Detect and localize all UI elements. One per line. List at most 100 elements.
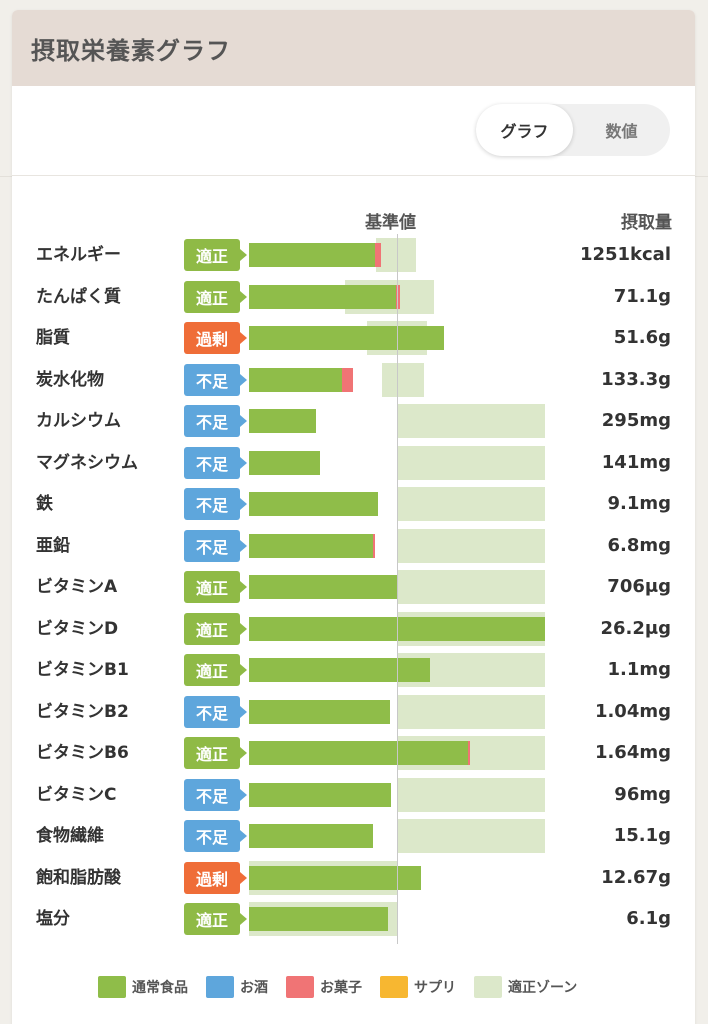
proper-zone-mark — [397, 694, 545, 729]
amount-value: 71.1g — [613, 285, 671, 307]
proper-zone-mark — [397, 777, 545, 812]
nutrient-name: たんぱく質 — [36, 286, 121, 307]
legend-label: お菓子 — [320, 980, 362, 996]
food-bar — [249, 284, 396, 309]
nutrient-row: 塩分 適正 6.1g — [12, 902, 695, 936]
view-toggle: グラフ 数値 — [476, 104, 670, 156]
amount-value: 1251kcal — [579, 244, 671, 265]
status-badge: 適正 — [184, 612, 247, 645]
proper-zone-mark — [397, 445, 545, 480]
nutrient-name: 鉄 — [36, 494, 53, 514]
status-badge: 適正 — [184, 280, 247, 313]
nutrient-row: エネルギー 適正 1251kcal — [12, 238, 695, 272]
proper-zone-mark — [397, 570, 545, 604]
amount-value: 51.6g — [613, 327, 671, 348]
food-bar — [249, 367, 343, 392]
legend-item: 通常食品 — [98, 976, 188, 998]
amount-value: 6.8mg — [607, 534, 671, 556]
nutrient-name: エネルギー — [36, 245, 121, 265]
food-bar — [249, 575, 399, 599]
status-badge: 適正 — [184, 737, 247, 769]
legend-label: サプリ — [414, 980, 456, 996]
legend-label: 適正ゾーン — [508, 980, 578, 996]
status-badge: 適正 — [184, 239, 247, 271]
food-bar — [249, 492, 378, 516]
nutrient-row: 鉄 不足 9.1mg — [12, 487, 695, 521]
food-bar — [249, 782, 392, 807]
card-header: 摂取栄養素グラフ — [12, 10, 695, 86]
nutrient-row: ビタミンD 適正 26.2μg — [12, 611, 695, 646]
status-badge: 不足 — [184, 405, 247, 437]
reference-line — [397, 234, 398, 944]
food-bar — [249, 824, 374, 848]
food-bar — [249, 409, 316, 433]
amount-value: 706μg — [607, 576, 671, 597]
toggle-graph-button[interactable]: グラフ — [476, 104, 573, 156]
proper-zone-mark — [397, 487, 545, 521]
nutrient-name: 塩分 — [36, 909, 70, 929]
nutrient-row: マグネシウム 不足 141mg — [12, 445, 695, 480]
nutrient-row: ビタミンC 不足 96mg — [12, 777, 695, 812]
nutrient-row: 飽和脂肪酸 過剰 12.67g — [12, 860, 695, 895]
section-divider — [12, 175, 695, 176]
legend-label: お酒 — [240, 980, 268, 996]
card-title: 摂取栄養素グラフ — [31, 36, 231, 65]
nutrient-row: ビタミンB6 適正 1.64mg — [12, 736, 695, 770]
food-bar — [249, 533, 374, 558]
legend-item: 適正ゾーン — [474, 976, 577, 998]
status-badge: 不足 — [184, 488, 247, 520]
nutrient-name: マグネシウム — [36, 452, 138, 473]
status-badge: 不足 — [184, 778, 247, 811]
amount-value: 6.1g — [626, 908, 671, 929]
amount-value: 26.2μg — [600, 617, 671, 639]
snack-bar — [373, 533, 375, 558]
legend-label: 通常食品 — [132, 980, 188, 996]
nutrient-name: ビタミンB6 — [36, 743, 129, 763]
nutrient-name: ビタミンB1 — [36, 660, 129, 680]
nutrient-name: ビタミンC — [36, 784, 117, 805]
food-bar — [249, 907, 389, 931]
legend-item: お菓子 — [286, 976, 362, 998]
legend-swatch — [286, 976, 314, 998]
amount-value: 9.1mg — [607, 493, 671, 514]
status-badge: 不足 — [184, 820, 247, 852]
amount-value: 96mg — [614, 783, 671, 805]
amount-column-header: 摂取量 — [621, 213, 672, 233]
status-badge: 過剰 — [184, 322, 247, 354]
food-bar — [249, 243, 375, 267]
food-bar — [249, 741, 469, 765]
status-badge: 不足 — [184, 695, 247, 728]
nutrient-graph-card: 摂取栄養素グラフ グラフ 数値 基準値 摂取量 エネルギー 適正 1251kcal た… — [12, 10, 695, 1024]
legend-item: サプリ — [380, 976, 456, 998]
status-badge: 不足 — [184, 529, 247, 562]
nutrient-name: ビタミンB2 — [36, 701, 129, 722]
food-bar — [249, 450, 321, 475]
food-bar — [249, 699, 390, 724]
nutrient-name: 炭水化物 — [36, 369, 104, 390]
nutrient-row: たんぱく質 適正 71.1g — [12, 279, 695, 314]
food-bar — [249, 326, 445, 350]
nutrient-row: ビタミンB2 不足 1.04mg — [12, 694, 695, 729]
snack-bar — [374, 243, 381, 267]
proper-zone-mark — [397, 819, 545, 853]
reference-column-header: 基準値 — [365, 213, 416, 233]
amount-value: 1.04mg — [594, 700, 671, 722]
nutrient-name: 飽和脂肪酸 — [36, 867, 121, 888]
legend: 通常食品 お酒 お菓子 サプリ 適正ゾーン — [98, 976, 595, 998]
amount-value: 1.64mg — [594, 742, 671, 763]
proper-zone-mark — [376, 238, 417, 272]
legend-swatch — [206, 976, 234, 998]
proper-zone-mark — [382, 362, 424, 397]
nutrient-row: 亜鉛 不足 6.8mg — [12, 528, 695, 563]
legend-item: お酒 — [206, 976, 268, 998]
nutrient-name: 脂質 — [36, 328, 70, 348]
proper-zone-mark — [397, 528, 545, 563]
status-badge: 過剰 — [184, 861, 247, 894]
legend-swatch — [380, 976, 408, 998]
amount-value: 133.3g — [601, 368, 671, 390]
status-badge: 不足 — [184, 363, 247, 396]
snack-bar — [342, 367, 353, 392]
food-bar — [249, 865, 421, 890]
nutrient-name: ビタミンA — [36, 577, 118, 597]
toggle-value-button[interactable]: 数値 — [605, 122, 638, 141]
